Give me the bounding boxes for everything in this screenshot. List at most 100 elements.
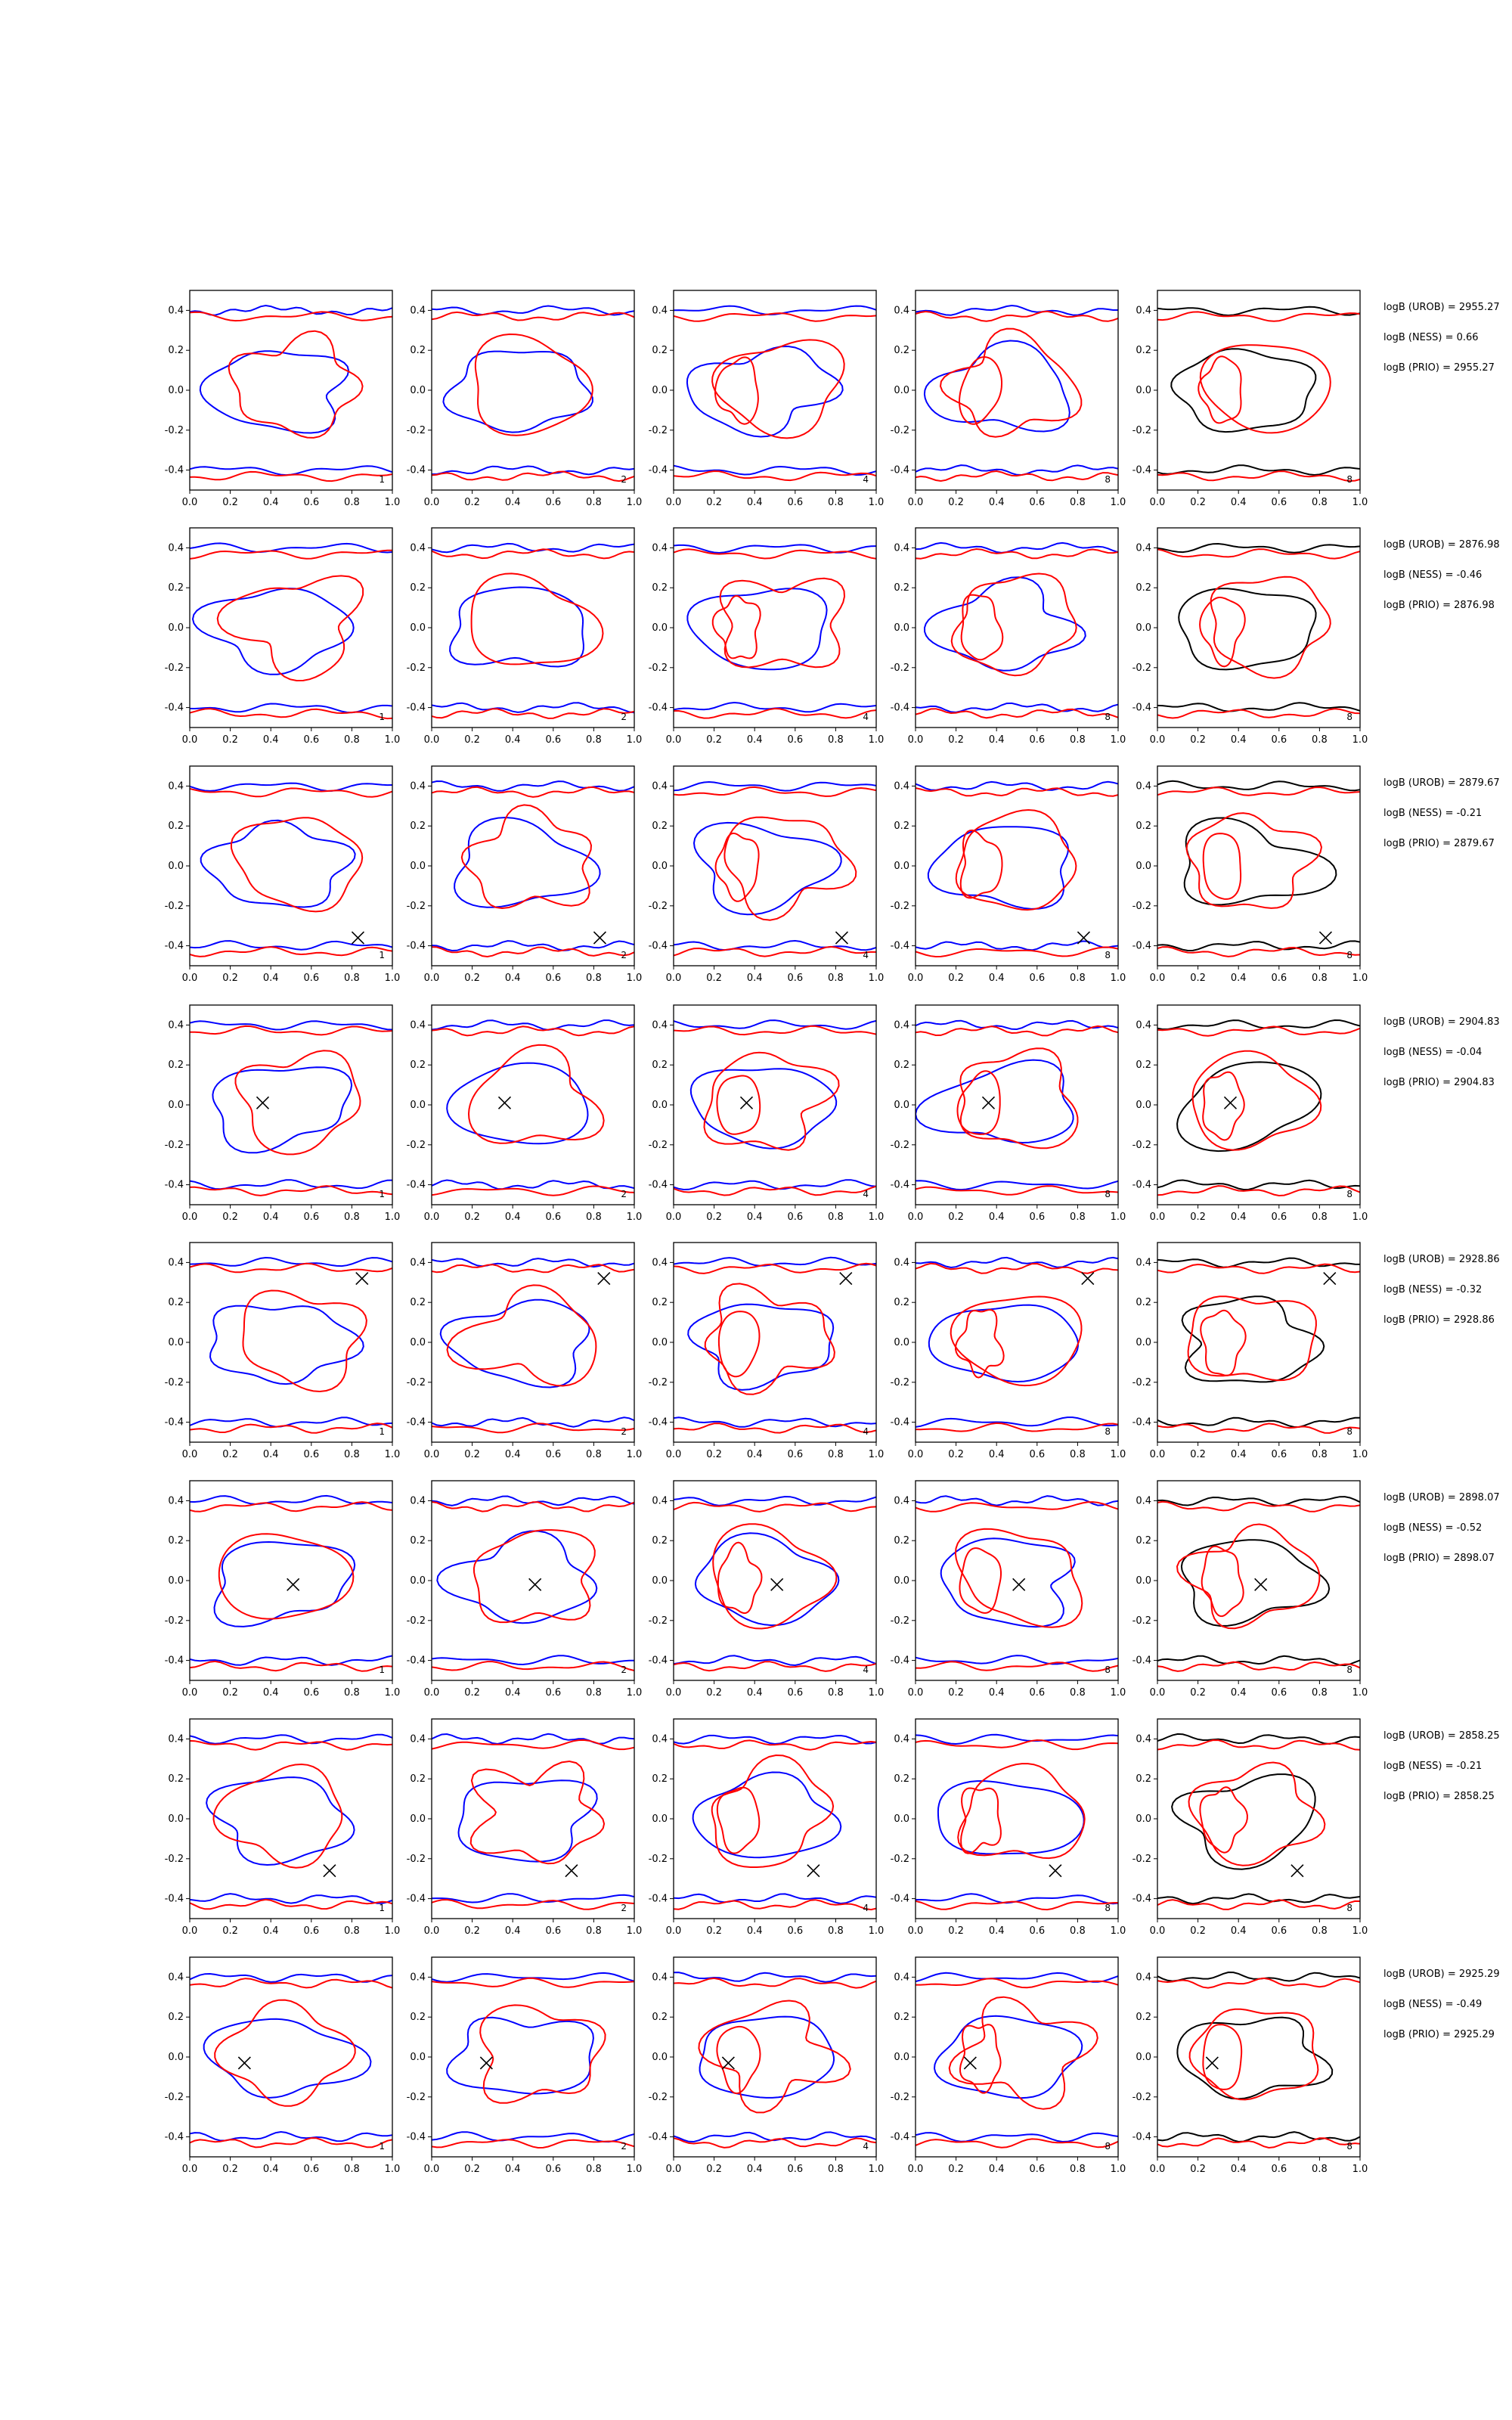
subplot-r8-c1: 0.0 0.2 0.4 0.6 0.8 1.0 0.4 0.2 0.0 -0.2 -0.4 1 [165, 1956, 400, 2175]
x-tick-label: 0.2 [464, 1449, 480, 1460]
x-tick-label: 0.0 [908, 497, 924, 508]
panel-label: 8 [1105, 712, 1111, 722]
boundary-contour [916, 310, 1118, 322]
y-tick-label: -0.4 [649, 703, 668, 714]
panel-label: 8 [1346, 1189, 1352, 1199]
y-tick-label: -0.2 [891, 1140, 909, 1151]
inner-contour [446, 1062, 589, 1145]
x-tick-label: 0.0 [908, 1449, 924, 1460]
y-tick-label: 0.0 [652, 861, 668, 872]
x-tick-label: 0.2 [1190, 734, 1206, 746]
y-tick-label: 0.4 [168, 1019, 184, 1031]
y-tick-label: -0.2 [891, 1377, 909, 1388]
x-tick-label: 0.8 [1312, 1925, 1328, 1937]
subplot-r4-c4: 0.0 0.2 0.4 0.6 0.8 1.0 0.4 0.2 0.0 -0.2 -0.4 8 [891, 1004, 1126, 1223]
boundary-contour [432, 1501, 634, 1512]
y-tick-label: 0.2 [1136, 821, 1151, 832]
boundary-contour [674, 1025, 876, 1036]
inner-contour [933, 2015, 1083, 2099]
inner-contour [460, 804, 593, 910]
x-tick-label: 1.0 [869, 973, 885, 984]
panel-label: 2 [621, 1903, 627, 1913]
x-tick-label: 0.6 [1271, 1687, 1287, 1699]
x-tick-label: 1.0 [627, 1449, 643, 1460]
boundary-contour [190, 1416, 392, 1428]
x-tick-label: 0.2 [1190, 1449, 1206, 1460]
x-tick-label: 1.0 [1352, 1687, 1368, 1699]
x-tick-label: 0.8 [828, 1212, 844, 1223]
boundary-contour [432, 465, 634, 476]
x-tick-label: 0.0 [182, 1925, 198, 1937]
x-tick-label: 1.0 [1352, 1212, 1368, 1223]
boundary-contour [190, 549, 392, 560]
boundary-contour [190, 1733, 392, 1745]
x-tick-label: 0.2 [948, 1687, 964, 1699]
x-marker [237, 2056, 251, 2070]
inner-contour [1202, 2024, 1243, 2090]
inner-contour [1188, 2008, 1319, 2101]
subplot-r6-c1: 0.0 0.2 0.4 0.6 0.8 1.0 0.4 0.2 0.0 -0.2 -0.4 1 [165, 1480, 400, 1699]
boundary-contour [432, 1655, 634, 1666]
x-tick-label: 0.8 [586, 2164, 602, 2175]
x-tick-label: 0.8 [1070, 1449, 1086, 1460]
x-tick-label: 0.0 [1150, 1212, 1166, 1223]
x-tick-label: 0.0 [182, 1449, 198, 1460]
x-marker [593, 931, 607, 945]
inner-contour [711, 594, 761, 659]
inner-contour [206, 1776, 355, 1866]
subplot-r7-c3: 0.0 0.2 0.4 0.6 0.8 1.0 0.4 0.2 0.0 -0.2 -0.4 4 [649, 1718, 884, 1937]
y-tick-label: 0.2 [652, 1060, 668, 1071]
boundary-contour [916, 2132, 1118, 2143]
inner-contour [928, 1304, 1080, 1383]
x-tick-label: 0.4 [505, 1449, 521, 1460]
boundary-contour [916, 1661, 1118, 1672]
y-tick-label: -0.4 [407, 1180, 426, 1191]
y-tick-label: 0.0 [168, 861, 184, 872]
axes-frame [189, 1004, 393, 1205]
x-tick-label: 0.8 [828, 1449, 844, 1460]
x-tick-label: 0.4 [747, 1687, 763, 1699]
y-tick-label: -0.4 [165, 2132, 184, 2143]
inner-contour [228, 330, 364, 439]
boundary-contour [674, 786, 876, 797]
boundary-contour [916, 304, 1118, 316]
x-tick-label: 0.4 [505, 1925, 521, 1937]
x-tick-label: 0.6 [545, 1212, 561, 1223]
stat-label: logB (PRIO) = 2879.67 [1383, 838, 1495, 849]
axes-frame [673, 1004, 877, 1205]
stat-label: logB (UROB) = 2904.83 [1383, 1016, 1500, 1028]
x-tick-label: 1.0 [869, 734, 885, 746]
boundary-contour [916, 946, 1118, 958]
boundary-contour [432, 1019, 634, 1031]
x-tick-label: 0.2 [1190, 973, 1206, 984]
x-tick-label: 1.0 [627, 1925, 643, 1937]
panel-label: 8 [1346, 1426, 1352, 1437]
inner-contour [959, 2024, 1002, 2094]
y-tick-label: 0.4 [652, 1257, 668, 1268]
panel-label: 4 [863, 1665, 869, 1675]
x-tick-label: 1.0 [1111, 1687, 1126, 1699]
boundary-contour [432, 1025, 634, 1037]
x-tick-label: 0.6 [545, 734, 561, 746]
x-tick-label: 0.2 [706, 973, 722, 984]
y-tick-label: 0.4 [168, 1733, 184, 1745]
y-tick-label: -0.4 [891, 465, 909, 476]
boundary-contour [432, 2139, 634, 2149]
subplot-r1-c5: 0.0 0.2 0.4 0.6 0.8 1.0 0.4 0.2 0.0 -0.2 -0.4 8 [1132, 290, 1368, 508]
axes-frame [673, 765, 877, 966]
boundary-contour [190, 1020, 392, 1031]
x-tick-label: 1.0 [627, 497, 643, 508]
inner-contour [1210, 576, 1331, 679]
y-tick-label: -0.2 [1132, 1615, 1151, 1627]
boundary-contour [916, 708, 1118, 719]
boundary-contour [916, 1900, 1118, 1911]
x-tick-label: 0.2 [222, 1687, 238, 1699]
x-tick-label: 0.2 [222, 497, 238, 508]
x-tick-label: 0.4 [747, 1925, 763, 1937]
x-tick-label: 0.0 [666, 734, 682, 746]
boundary-contour [916, 541, 1118, 554]
x-tick-label: 0.4 [747, 734, 763, 746]
panel-label: 8 [1105, 474, 1111, 485]
y-tick-label: -0.2 [1132, 1140, 1151, 1151]
stat-label: logB (UROB) = 2955.27 [1383, 302, 1500, 313]
